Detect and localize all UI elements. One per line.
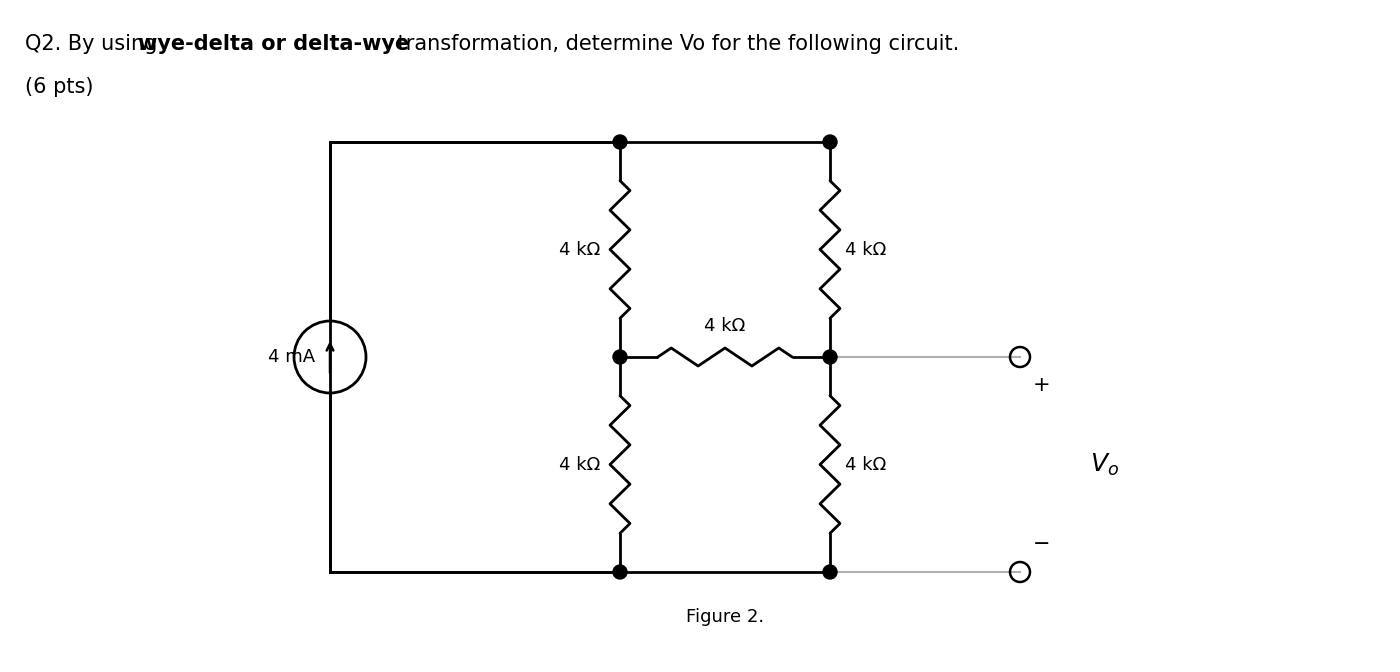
Circle shape	[823, 135, 837, 149]
Circle shape	[613, 350, 627, 364]
Circle shape	[823, 565, 837, 579]
Text: 4 kΩ: 4 kΩ	[559, 456, 601, 474]
Circle shape	[613, 565, 627, 579]
Text: Q2. By using: Q2. By using	[25, 34, 164, 54]
Text: 4 kΩ: 4 kΩ	[704, 317, 746, 335]
Text: +: +	[1033, 375, 1051, 395]
Text: 4 mA: 4 mA	[267, 348, 315, 366]
Text: 4 kΩ: 4 kΩ	[846, 456, 886, 474]
Text: Figure 2.: Figure 2.	[686, 608, 764, 626]
Text: −: −	[1033, 534, 1051, 554]
Text: transformation, determine Vo for the following circuit.: transformation, determine Vo for the fol…	[391, 34, 959, 54]
Text: 4 kΩ: 4 kΩ	[846, 241, 886, 259]
Text: (6 pts): (6 pts)	[25, 77, 94, 97]
Text: 4 kΩ: 4 kΩ	[559, 241, 601, 259]
Circle shape	[823, 350, 837, 364]
Text: wye-delta or delta-wye: wye-delta or delta-wye	[139, 34, 409, 54]
Circle shape	[613, 135, 627, 149]
Text: $V_o$: $V_o$	[1091, 452, 1119, 478]
